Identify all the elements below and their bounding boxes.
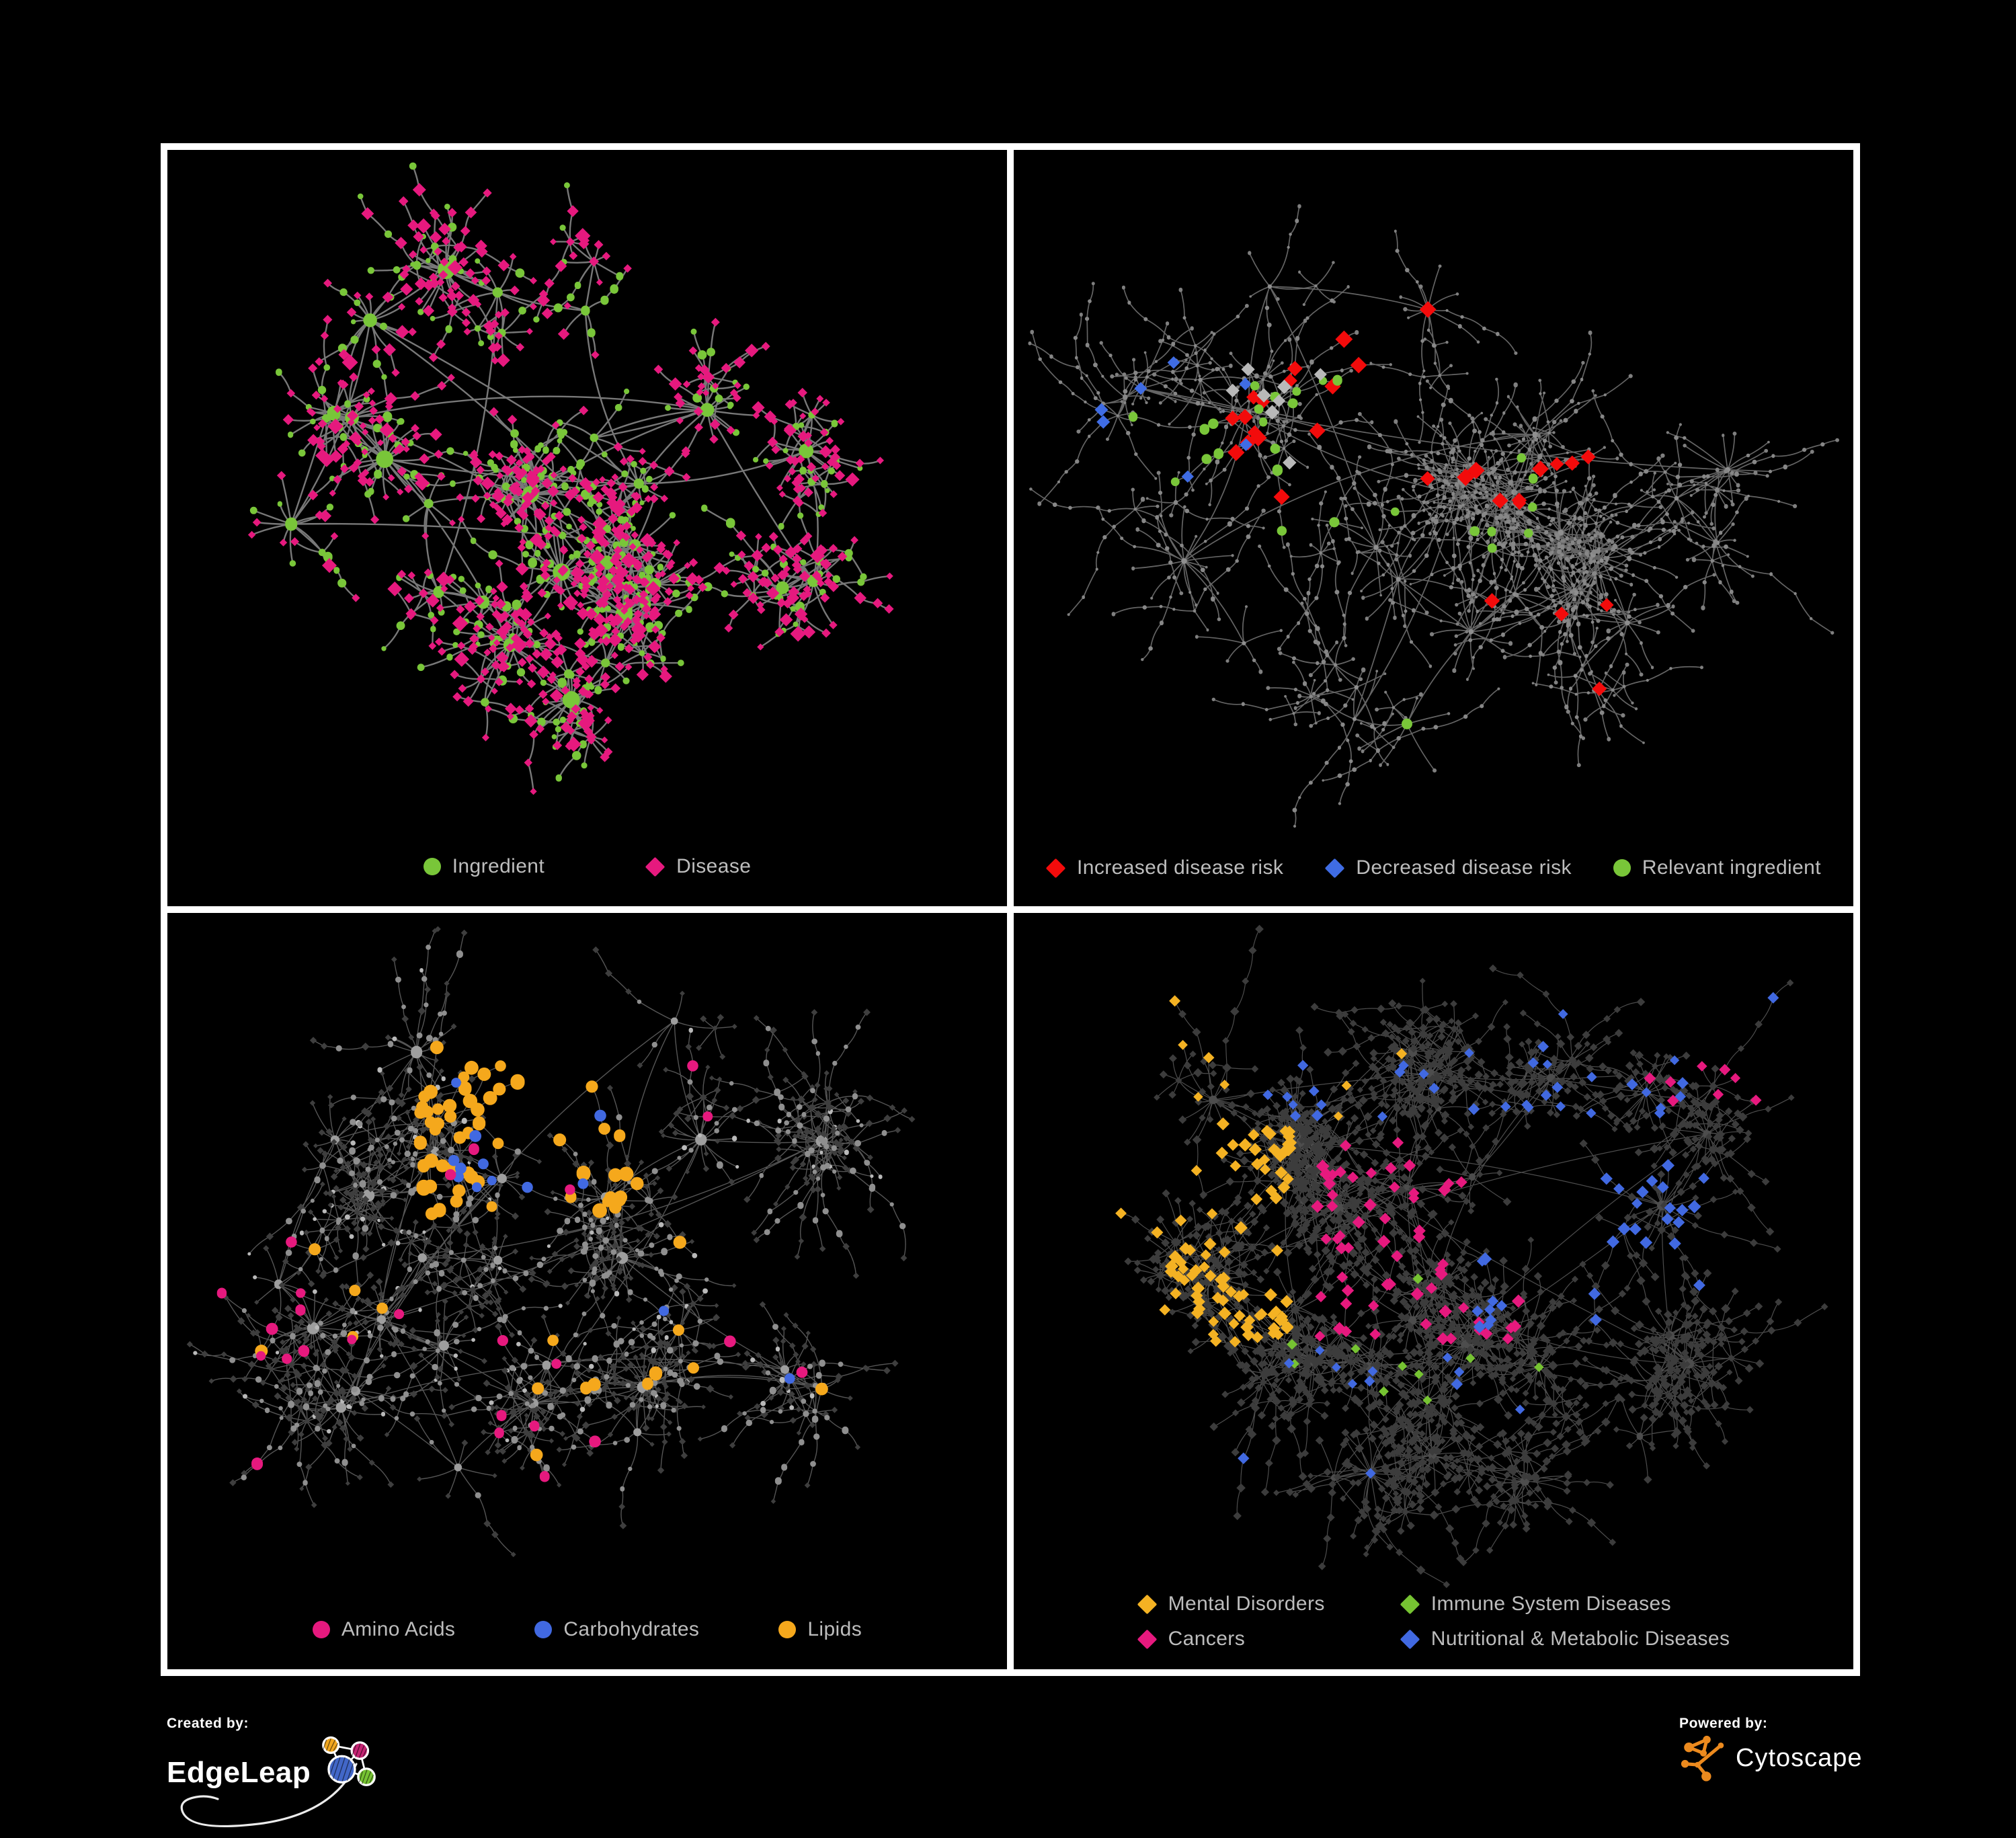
lipids-label: Lipids	[807, 1618, 862, 1640]
decreased-disease-risk-label: Decreased disease risk	[1356, 856, 1572, 879]
circle-nodes	[1038, 218, 1825, 813]
disease-risk-network	[1028, 204, 1839, 828]
increased-disease-risk-label: Increased disease risk	[1077, 856, 1284, 879]
nutritional-metabolic-diseases-label: Nutritional & Metabolic Diseases	[1430, 1628, 1730, 1650]
legend-item-decreased-disease-risk: Decreased disease risk	[1324, 856, 1572, 879]
cancers-label: Cancers	[1168, 1628, 1246, 1650]
legend-item-relevant-ingredient: Relevant ingredient	[1613, 856, 1821, 879]
relevant-ingredient-label: Relevant ingredient	[1642, 856, 1821, 879]
legend-item-lipids: Lipids	[778, 1618, 862, 1641]
circle-nodes	[1181, 284, 1730, 721]
amino-acids-label: Amino Acids	[341, 1618, 456, 1640]
relevant-ingredient-circle-marker	[1613, 859, 1631, 877]
circle-nodes	[229, 945, 906, 1499]
mental-disorders-diamond-marker	[1137, 1594, 1157, 1614]
ingredient-label: Ingredient	[452, 855, 545, 877]
edgeleap-wordmark: EdgeLeap	[167, 1756, 311, 1789]
network-edges	[1121, 928, 1825, 1585]
panel-disease-classes: Mental Disorders Immune System Diseases Ca…	[1014, 913, 1853, 1669]
legend-item-immune-system-diseases: Immune System Diseases	[1400, 1593, 1671, 1615]
cytoscape-wordmark: Cytoscape	[1736, 1744, 1863, 1772]
panel-disease-risk: Increased disease risk Decreased disease …	[1014, 150, 1853, 906]
carbohydrates-label: Carbohydrates	[563, 1618, 700, 1640]
legend-item-increased-disease-risk: Increased disease risk	[1045, 856, 1284, 879]
legend-item-amino-acids: Amino Acids	[312, 1618, 456, 1641]
legend-item-nutritional-metabolic-diseases: Nutritional & Metabolic Diseases	[1400, 1628, 1730, 1650]
cancers-diamond-marker	[1137, 1629, 1157, 1649]
disease-diamond-marker	[645, 856, 666, 877]
highlight-diamond-nodes	[1225, 362, 1327, 470]
ingredient-disease-legend: Ingredient Disease	[167, 855, 1007, 878]
highlight-diamond-nodes	[1225, 301, 1614, 696]
panel-grid: Ingredient Disease Increased disease risk…	[161, 143, 1860, 1676]
network-edges	[1029, 206, 1838, 827]
increased-disease-risk-diamond-marker	[1045, 858, 1066, 878]
immune-system-diseases-diamond-marker	[1400, 1594, 1420, 1614]
disease-classes-legend: Mental Disorders Immune System Diseases Ca…	[1014, 1593, 1853, 1650]
legend-item-carbohydrates: Carbohydrates	[534, 1618, 699, 1641]
disease-classes-network	[1115, 924, 1828, 1589]
disease-risk-legend: Increased disease risk Decreased disease …	[1014, 856, 1853, 879]
disease-label: Disease	[676, 855, 752, 877]
network-edges	[189, 928, 912, 1555]
circle-nodes	[249, 162, 867, 782]
macronutrients-network	[186, 926, 916, 1558]
cytoscape-credit: Powered by:	[1679, 1716, 1863, 1783]
panel-macronutrients: Amino Acids Carbohydrates Lipids	[167, 913, 1007, 1669]
diamond-nodes	[1124, 924, 1828, 1589]
legend-item-cancers: Cancers	[1137, 1628, 1246, 1650]
edgeleap-credit: Created by: EdgeLeap	[167, 1716, 390, 1828]
mental-disorders-label: Mental Disorders	[1168, 1593, 1325, 1615]
edgeleap-logo-icon	[322, 1736, 376, 1786]
circle-nodes	[1028, 204, 1839, 828]
created-by-label: Created by:	[167, 1716, 249, 1731]
legend-item-ingredient: Ingredient	[423, 855, 545, 878]
amino-acids-circle-marker	[312, 1621, 330, 1638]
lipids-circle-marker	[778, 1621, 797, 1638]
cytoscape-logo-icon	[1681, 1735, 1724, 1782]
ingredient-disease-network	[247, 162, 894, 795]
powered-by-label: Powered by:	[1679, 1716, 1768, 1731]
immune-system-diseases-label: Immune System Diseases	[1430, 1593, 1671, 1615]
ingredient-circle-marker	[423, 858, 441, 875]
legend-item-disease: Disease	[645, 855, 751, 878]
legend-item-mental-disorders: Mental Disorders	[1137, 1593, 1325, 1615]
carbohydrates-circle-marker	[534, 1621, 553, 1638]
panel-ingredient-disease: Ingredient Disease	[167, 150, 1007, 906]
macronutrients-legend: Amino Acids Carbohydrates Lipids	[167, 1618, 1007, 1641]
decreased-disease-risk-diamond-marker	[1324, 858, 1345, 878]
nutritional-metabolic-diseases-diamond-marker	[1400, 1629, 1420, 1649]
